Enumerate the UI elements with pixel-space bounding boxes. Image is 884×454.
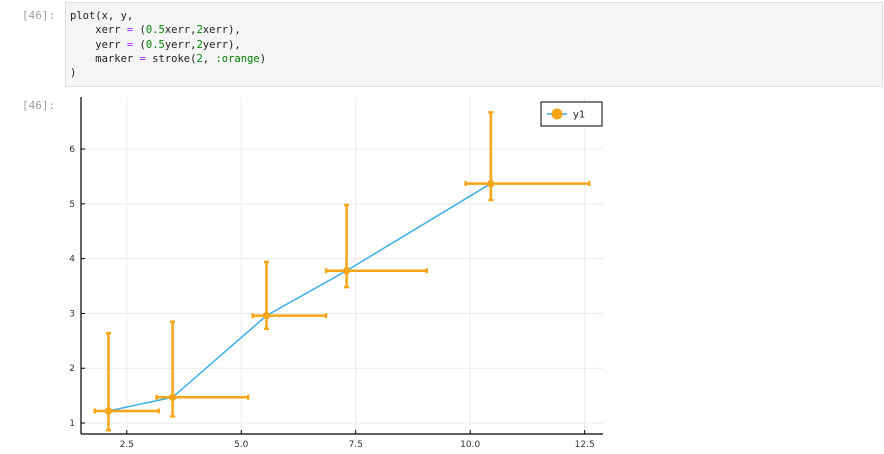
code-token: 0.5 bbox=[145, 38, 165, 51]
code-token: :orange bbox=[215, 52, 260, 65]
data-point bbox=[104, 407, 113, 415]
code-token: 2 bbox=[196, 38, 203, 51]
data-point bbox=[487, 179, 495, 188]
code-token: xerr bbox=[70, 24, 127, 37]
x-tick-label: 2.5 bbox=[120, 440, 134, 450]
grid-lines bbox=[81, 97, 603, 434]
code-token: marker bbox=[70, 52, 140, 65]
code-token: = bbox=[126, 24, 134, 37]
tick-labels: 2.5 5.0 7.5 10.0 12.5 1 2 3 4 5 6 bbox=[69, 145, 594, 450]
x-tick-label: 5.0 bbox=[234, 440, 249, 450]
data-point bbox=[168, 393, 177, 401]
x-tick-label: 12.5 bbox=[575, 440, 595, 450]
y-tick-label: 4 bbox=[69, 255, 75, 265]
code-token: 2 bbox=[196, 52, 203, 65]
code-token: xerr), bbox=[202, 24, 241, 37]
code-token: ) bbox=[70, 67, 77, 80]
legend-marker-swatch bbox=[551, 108, 563, 120]
code-token: yerr bbox=[70, 38, 127, 51]
code-token: ( bbox=[133, 24, 146, 37]
y-tick-label: 5 bbox=[69, 200, 75, 210]
y-tick-label: 2 bbox=[69, 364, 75, 374]
code-token: = bbox=[139, 52, 146, 65]
code-token: stroke( bbox=[145, 52, 197, 65]
y-tick-label: 6 bbox=[69, 145, 75, 155]
code-token: 2 bbox=[196, 24, 203, 37]
axes bbox=[80, 97, 603, 435]
code-editor[interactable]: plot(x, y, xerr = (0.5xerr,2xerr), yerr … bbox=[66, 3, 882, 80]
y-tick-label: 3 bbox=[69, 309, 75, 319]
code-token: , bbox=[202, 52, 216, 65]
series-line bbox=[108, 182, 492, 412]
legend: y1 bbox=[540, 101, 603, 127]
code-token: plot(x, y, bbox=[70, 10, 134, 22]
series-y1 bbox=[93, 111, 591, 432]
code-token: ) bbox=[259, 52, 267, 65]
input-prompt: [46]: bbox=[22, 9, 56, 22]
data-point bbox=[342, 267, 351, 275]
y-tick-label: 1 bbox=[69, 419, 75, 429]
code-token: = bbox=[126, 38, 134, 51]
x-tick-label: 7.5 bbox=[349, 440, 363, 450]
data-point bbox=[262, 311, 271, 320]
code-token: xerr, bbox=[164, 24, 197, 37]
x-tick-label: 10.0 bbox=[460, 440, 480, 450]
code-line: yerr = (0.5yerr,2yerr), bbox=[70, 38, 882, 52]
code-line: xerr = (0.5xerr,2xerr), bbox=[70, 23, 882, 37]
code-token: 0.5 bbox=[145, 24, 165, 37]
code-line: marker = stroke(2, :orange) bbox=[70, 52, 882, 66]
legend-label: y1 bbox=[573, 110, 585, 121]
output-prompt: [46]: bbox=[22, 99, 56, 112]
code-token: ( bbox=[133, 38, 146, 51]
code-token: yerr, bbox=[164, 38, 197, 51]
code-line: ) bbox=[70, 66, 882, 80]
code-line: plot(x, y, bbox=[70, 9, 882, 23]
code-token: yerr), bbox=[202, 38, 241, 51]
code-cell-input[interactable]: plot(x, y, xerr = (0.5xerr,2xerr), yerr … bbox=[65, 2, 883, 87]
